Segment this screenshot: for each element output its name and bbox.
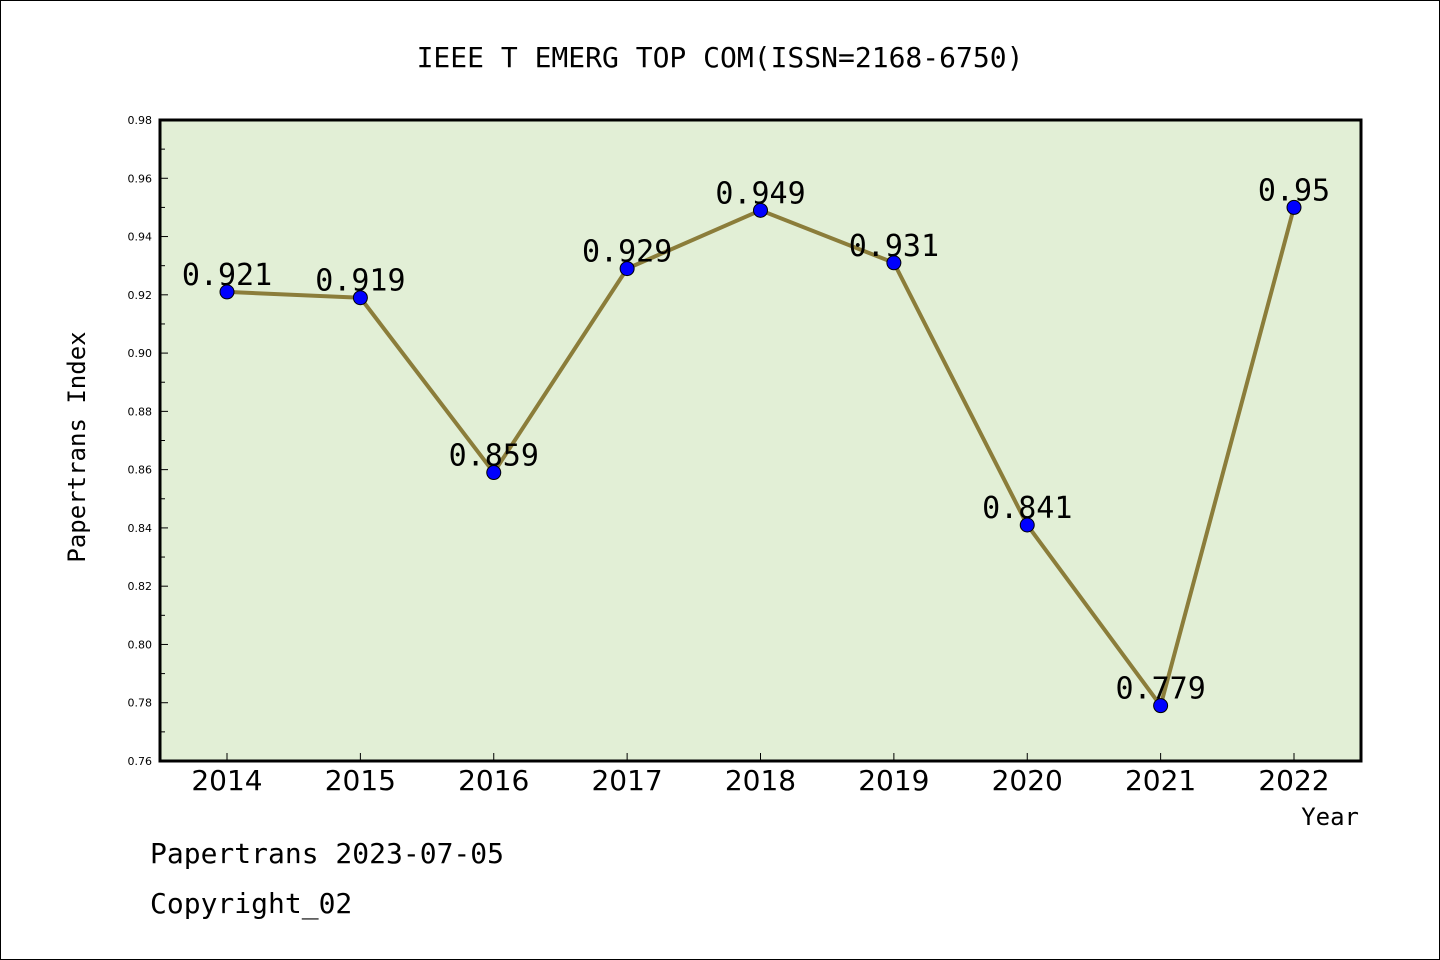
data-label: 0.921 bbox=[182, 258, 272, 293]
x-axis-label: Year bbox=[1301, 803, 1359, 831]
data-point bbox=[753, 202, 768, 218]
data-point bbox=[886, 255, 902, 271]
data-label: 0.779 bbox=[1115, 672, 1205, 707]
data-label: 0.841 bbox=[982, 491, 1072, 526]
data-label: 0.859 bbox=[449, 439, 539, 474]
y-tick-label: 0.82 bbox=[128, 580, 153, 593]
y-tick-label: 0.84 bbox=[128, 522, 153, 535]
x-tick-label: 2018 bbox=[725, 764, 796, 797]
x-tick-label: 2015 bbox=[325, 764, 396, 797]
y-tick-label: 0.88 bbox=[128, 405, 153, 418]
data-point bbox=[619, 261, 635, 277]
y-tick-label: 0.96 bbox=[128, 172, 153, 185]
data-point bbox=[219, 284, 235, 300]
x-tick-label: 2021 bbox=[1125, 764, 1196, 797]
x-axis: 2014 2015 2016 2017 2018 2019 2020 2021 2022 bbox=[191, 753, 1330, 797]
y-tick-label: 0.80 bbox=[128, 638, 153, 651]
x-tick-label: 2017 bbox=[591, 764, 662, 797]
series-markers bbox=[219, 199, 1302, 714]
footer-copyright: Copyright_02 bbox=[150, 887, 352, 921]
x-tick-label: 2020 bbox=[992, 764, 1063, 797]
x-tick-label: 2022 bbox=[1258, 764, 1329, 797]
y-axis: 0.76 0.78 0.80 0.82 0.84 0.86 0.88 0.90 0.92 0.94… bbox=[128, 114, 168, 768]
plot-area bbox=[158, 118, 1363, 763]
chart-title: IEEE T EMERG TOP COM(ISSN=2168-6750) bbox=[417, 41, 1024, 74]
y-tick-label: 0.94 bbox=[128, 231, 153, 244]
data-point bbox=[1286, 199, 1302, 215]
y-tick-label: 0.76 bbox=[128, 755, 153, 768]
y-axis-label: Papertrans Index bbox=[63, 331, 91, 562]
data-label: 0.949 bbox=[715, 176, 805, 211]
data-label: 0.95 bbox=[1258, 173, 1330, 208]
y-tick-label: 0.86 bbox=[128, 464, 153, 477]
y-tick-label: 0.90 bbox=[128, 347, 153, 360]
data-point bbox=[1019, 517, 1035, 533]
y-tick-label: 0.78 bbox=[128, 697, 153, 710]
data-label: 0.929 bbox=[582, 235, 672, 270]
data-point bbox=[486, 465, 502, 481]
data-point bbox=[1153, 698, 1169, 714]
footer-date: Papertrans 2023-07-05 bbox=[150, 837, 504, 870]
x-tick-label: 2016 bbox=[458, 764, 529, 797]
x-tick-label: 2019 bbox=[858, 764, 929, 797]
data-label: 0.919 bbox=[315, 264, 405, 299]
x-tick-label: 2014 bbox=[191, 764, 262, 797]
data-label: 0.931 bbox=[849, 229, 939, 264]
y-tick-label: 0.98 bbox=[128, 114, 153, 127]
y-tick-label: 0.92 bbox=[128, 289, 153, 302]
data-labels: 0.921 0.919 0.859 0.929 0.949 0.931 0.841 0.779… bbox=[182, 173, 1330, 706]
data-point bbox=[352, 290, 368, 306]
